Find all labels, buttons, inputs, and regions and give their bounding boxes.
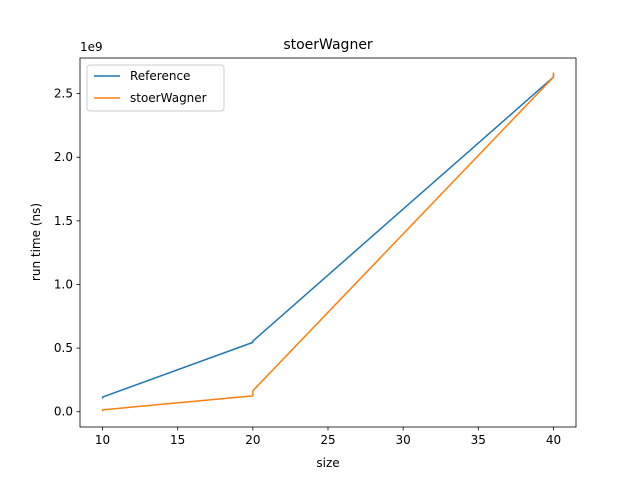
y-tick-label: 2.5: [54, 87, 73, 101]
x-tick-label: 15: [170, 433, 185, 447]
x-tick-label: 35: [471, 433, 486, 447]
x-tick-label: 40: [546, 433, 561, 447]
y-tick-label: 0.5: [54, 341, 73, 355]
y-tick-label: 1.0: [54, 277, 73, 291]
chart-title: stoerWagner: [283, 37, 373, 53]
legend-box: [86, 64, 225, 112]
legend-label: Reference: [130, 69, 190, 83]
x-tick-label: 30: [396, 433, 411, 447]
y-axis-label: run time (ns): [29, 203, 43, 281]
legend-label: stoerWagner: [130, 91, 207, 105]
x-tick-label: 25: [320, 433, 335, 447]
plot-area: 10 15 20 25 30 35 40 0.0 0.5 1.0 1.5 2.0 2.5 Referenc…: [54, 57, 577, 447]
y-tick-label: 2.0: [54, 150, 73, 164]
y-offset-label: 1e9: [80, 40, 103, 54]
y-tick-label: 1.5: [54, 214, 73, 228]
x-tick-label: 20: [245, 433, 260, 447]
series-line-1: [101, 72, 555, 412]
y-tick-label: 0.0: [54, 405, 73, 419]
x-tick-label: 10: [95, 433, 110, 447]
x-axis-label: size: [316, 456, 339, 470]
